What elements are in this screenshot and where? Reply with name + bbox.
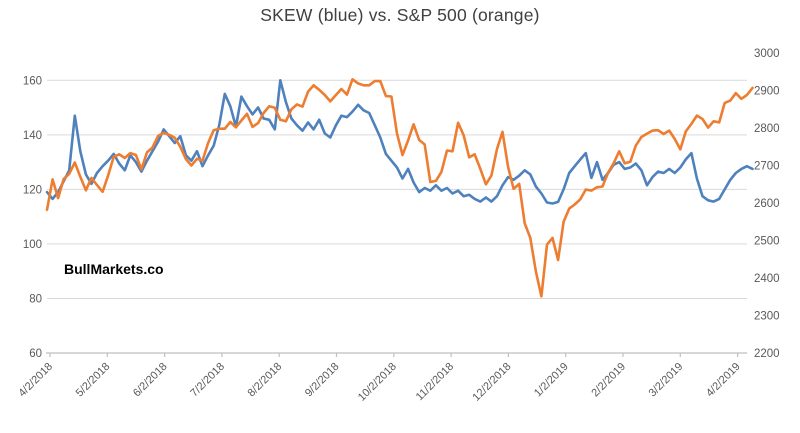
right-axis-label: 3000 [754,48,780,60]
x-axis-label: 6/2/2018 [131,361,170,400]
x-axis-label: 2/2/2019 [589,361,628,400]
right-axis-label: 2700 [754,161,780,173]
x-axis-label: 3/2/2019 [647,361,686,400]
left-axis-label: 100 [23,239,42,251]
right-axis-label: 2400 [754,273,780,285]
left-axis-label: 160 [23,75,42,87]
x-axis-label: 11/2/2018 [414,361,457,404]
skew-series-line [45,79,754,205]
sp500-series-line [45,78,754,298]
left-axis-label: 140 [23,130,42,142]
left-axis-label: 120 [23,184,42,196]
right-axis-label: 2500 [754,236,780,248]
x-axis-label: 12/2/2018 [470,361,513,404]
right-axis-label: 2200 [754,348,780,360]
left-axis-label: 60 [29,348,42,360]
right-axis-label: 2900 [754,86,780,98]
right-axis-label: 2800 [754,123,780,135]
x-axis-label: 8/2/2018 [246,361,285,400]
right-axis-label: 2600 [754,198,780,210]
right-axis-label: 2300 [754,311,780,323]
x-axis-label: 4/2/2019 [704,361,743,400]
x-axis-label: 7/2/2018 [188,361,227,400]
watermark-bullmarkets: BullMarkets.co [64,261,164,277]
x-axis-label: 9/2/2018 [303,361,342,400]
x-axis-label: 4/2/2018 [16,361,55,400]
x-axis-label: 1/2/2019 [532,361,571,400]
x-axis-label: 10/2/2018 [356,361,399,404]
left-axis-label: 80 [29,293,42,305]
chart-title: SKEW (blue) vs. S&P 500 (orange) [260,5,540,25]
x-axis-label: 5/2/2018 [74,361,113,400]
